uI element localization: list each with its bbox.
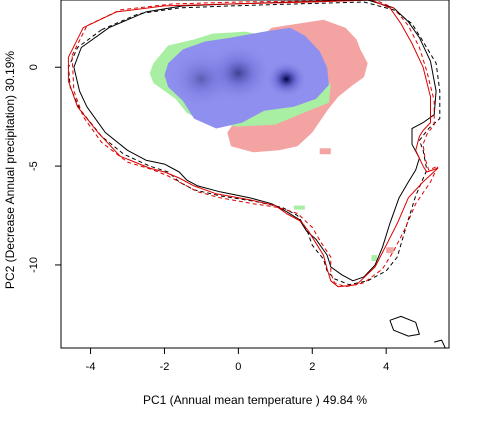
contour-line-0 [73,0,437,282]
x-tick-label: 2 [309,361,315,373]
y-tick-label: -5 [28,161,40,171]
contour-line-1 [67,1,441,286]
y-tick-label: 0 [28,64,40,70]
x-tick-label: -2 [160,361,170,373]
line-layer [67,0,446,348]
x-tick-label: 4 [383,361,389,373]
small-patch-11 [319,148,331,155]
contour-line-3 [71,0,439,288]
x-axis: -4 -2 0 2 4 [86,348,389,373]
small-patch-9 [293,205,305,210]
y-axis-title: PC2 (Decrease Annual precipitation) 30.1… [3,51,17,289]
contour-line-2 [67,0,439,288]
density-layer [168,43,307,110]
density-core-2 [168,49,235,110]
x-tick-label: -4 [86,361,96,373]
contour-line-5 [434,339,446,348]
y-tick-label: -10 [28,257,40,273]
contour-line-4 [389,315,420,337]
plot-border [60,0,450,349]
plot-area [67,0,446,348]
small-patch-12 [386,247,394,254]
x-axis-title: PC1 (Annual mean temperature ) 49.84 % [143,393,367,407]
density-core-0 [266,60,307,98]
x-tick-label: 0 [235,361,241,373]
y-axis: 0 -5 -10 [28,64,61,273]
small-patch-10 [371,255,377,261]
